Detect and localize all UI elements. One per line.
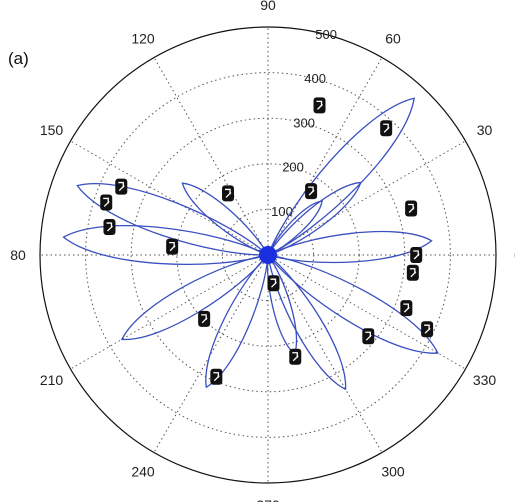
marker-body [421,321,434,338]
angle-tick-label: 270 [256,497,280,502]
phone-marker-8 [421,321,434,338]
marker-body [410,247,423,263]
marker-body [313,97,326,114]
marker-body [380,120,393,137]
lobe-9 [205,253,269,389]
marker-body [100,194,113,211]
lobe-6 [76,183,270,256]
angle-tick-label: 30 [477,122,493,138]
phone-marker-4 [405,200,418,217]
center-blob [259,246,277,264]
lobe-2 [266,181,362,257]
grid-spoke [267,140,466,256]
radial-tick-label: 500 [315,27,337,42]
radial-tick-label: 100 [271,204,293,219]
marker-glyph [169,241,176,252]
marker-glyph [409,268,417,278]
marker-glyph [424,324,431,334]
angle-tick-label: 60 [385,30,401,46]
marker-glyph [270,278,277,288]
marker-glyph [365,331,372,341]
lobe-8 [120,254,270,341]
phone-marker-13 [166,238,179,255]
phone-marker-2 [313,97,326,114]
grid-spoke [153,254,269,453]
marker-body [289,348,302,365]
phone-marker-18 [267,275,280,292]
marker-glyph [308,186,315,196]
marker-glyph [408,203,415,213]
marker-glyph [413,250,420,260]
grid-ring [130,117,406,393]
angle-tick-label: 330 [473,372,497,388]
grid-spoke [267,254,466,370]
marker-body [362,328,375,345]
grid-spoke [70,254,269,370]
phone-marker-11 [100,194,113,211]
grid-ring [85,72,451,438]
marker-glyph [292,352,299,362]
phone-marker-14 [222,185,235,202]
marker-body [267,275,280,292]
marker-glyph [383,123,390,133]
panel-label: (a) [8,49,29,68]
grid-spoke [153,57,269,256]
marker-body [198,310,211,327]
phone-marker-15 [198,310,211,327]
phone-marker-6 [406,264,419,281]
angle-tick-label: 300 [381,464,405,480]
lobe-11 [267,253,347,391]
marker-body [406,264,419,281]
marker-glyph [201,314,208,324]
phone-marker-3 [305,183,318,200]
angle-tick-label: 90 [260,0,276,13]
lobe-5 [62,225,270,266]
marker-body [210,368,223,385]
polar-grid [40,27,496,483]
marker-body [305,183,318,200]
marker-glyph [118,181,125,192]
lobe-12 [266,254,439,354]
radial-tick-label: 300 [293,115,315,130]
phone-marker-10 [115,178,128,195]
marker-glyph [403,303,410,313]
lobe-7 [181,182,270,257]
marker-glyph [213,372,220,382]
angle-tick-label: 120 [131,30,155,46]
grid-spoke [70,140,269,256]
marker-glyph [225,188,232,198]
phone-marker-12 [103,219,116,236]
phone-marker-16 [210,368,223,385]
grid-spoke [267,57,383,256]
lobe-1 [266,97,415,257]
radial-tick-label: 200 [282,160,304,175]
angle-tick-label: 240 [131,464,155,480]
marker-body [400,300,413,317]
marker-glyph [106,222,113,232]
marker-body [405,200,418,217]
phone-marker-9 [362,328,375,345]
phone-marker-5 [410,247,423,263]
marker-body [166,238,179,255]
markers [100,97,434,385]
phone-marker-1 [380,120,393,137]
marker-glyph [316,100,323,110]
marker-glyph [103,197,110,207]
marker-body [115,178,128,195]
phone-marker-7 [400,300,413,317]
angle-tick-label: 210 [40,372,64,388]
angle-tick-label: 150 [40,122,64,138]
phone-marker-17 [289,348,302,365]
radial-tick-label: 400 [304,71,326,86]
angle-tick-label: 80 [10,247,26,263]
outer-ring [39,26,497,484]
lobe-3 [266,200,323,257]
marker-body [103,219,116,236]
lobe-4 [266,230,433,264]
grid-spoke [267,254,383,453]
marker-body [222,185,235,202]
